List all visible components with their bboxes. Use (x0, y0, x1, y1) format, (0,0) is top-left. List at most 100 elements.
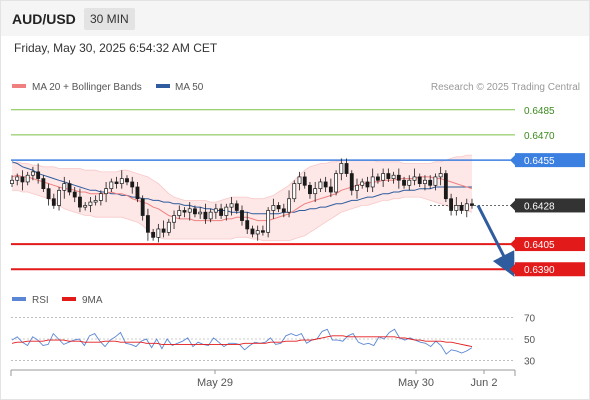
rsi-tick-label: 50 (524, 335, 536, 346)
candle (381, 168, 386, 187)
candle-body (177, 210, 182, 216)
candle-body (297, 176, 302, 184)
candle-body (172, 215, 176, 223)
candle-body (104, 188, 109, 195)
candle-body (234, 203, 239, 211)
candle (83, 202, 88, 211)
candle-body (109, 181, 114, 190)
candle (145, 208, 150, 241)
candle-body (88, 201, 93, 206)
pivot-label-pointer (510, 155, 515, 166)
candle-body (470, 203, 474, 206)
pivot-label-box (515, 153, 585, 168)
ma50-legend-label: MA 50 (175, 82, 204, 93)
x-tick-label: May 30 (398, 377, 434, 389)
last-price-box (515, 198, 585, 213)
candle (193, 205, 197, 218)
candle-body (119, 178, 124, 184)
candle (166, 218, 171, 236)
candle (10, 175, 14, 187)
candle (57, 186, 61, 211)
candle-body (454, 205, 459, 211)
candle-body (459, 205, 464, 211)
candle (135, 181, 140, 203)
rsi-panel: 70 50 30 (11, 313, 536, 368)
candle-body (62, 183, 67, 191)
candle (78, 188, 82, 213)
rsi-legend-swatch (12, 297, 26, 301)
candle (323, 176, 328, 193)
ma20-legend-swatch (12, 84, 26, 88)
candle-body (125, 178, 129, 183)
candle-body (360, 181, 365, 186)
candle (464, 198, 469, 218)
candle-body (255, 230, 260, 235)
x-tick-label: Jun 2 (471, 377, 498, 389)
candle (240, 205, 244, 226)
candle-body (443, 173, 448, 200)
candle (260, 225, 265, 236)
candle-body (229, 203, 234, 208)
candle-body (36, 171, 41, 179)
candle-body (412, 176, 417, 181)
candle-body (198, 211, 203, 215)
candle (302, 171, 307, 189)
candle (255, 225, 260, 241)
candle-body (41, 178, 46, 190)
candle (213, 203, 218, 219)
candle-body (10, 179, 14, 184)
candle-body (386, 173, 391, 179)
candle-body (78, 196, 82, 208)
candle (271, 198, 276, 219)
candle (438, 166, 443, 186)
candle-body (93, 200, 98, 203)
projection-arrow (476, 204, 515, 277)
candle (41, 175, 46, 193)
candle (292, 180, 297, 203)
candle (266, 207, 271, 238)
candle-body (417, 176, 422, 184)
candle (344, 158, 349, 177)
candle (308, 181, 312, 199)
candle (402, 176, 406, 189)
candle (349, 170, 354, 196)
candle-body (349, 173, 354, 191)
timeframe-button[interactable]: 30 MIN (84, 8, 135, 30)
rsi-legend-label: RSI (32, 295, 49, 306)
candle (51, 193, 56, 209)
candle-body (344, 163, 349, 174)
candle (67, 180, 72, 196)
candle-body (30, 171, 35, 176)
candle-body (313, 188, 318, 195)
candle-body (98, 193, 103, 201)
candle-body (250, 228, 255, 235)
candle (396, 168, 401, 189)
candle-body (318, 181, 323, 190)
candle-body (51, 198, 56, 206)
candle-body (156, 228, 161, 238)
candle-body (193, 208, 197, 215)
candle (198, 207, 203, 219)
candle-body (328, 186, 333, 193)
candle-body (135, 186, 140, 200)
candle (328, 178, 333, 198)
candle-body (287, 198, 291, 213)
candle (161, 220, 166, 238)
candle (36, 163, 41, 184)
candle-body (245, 220, 250, 230)
candle-body (240, 210, 244, 221)
candle (182, 207, 187, 218)
candle (62, 176, 67, 199)
rsi-tick-label: 70 (524, 313, 536, 324)
candle-body (375, 176, 380, 181)
candle-body (145, 215, 150, 233)
x-axis: May 29 May 30 Jun 2 (197, 370, 498, 389)
candle-body (391, 174, 396, 179)
candle-body (308, 184, 312, 195)
candle-body (130, 181, 135, 188)
support-label-box (515, 237, 585, 252)
candle (360, 178, 365, 189)
candle (151, 228, 156, 241)
candle-body (407, 179, 412, 186)
candle (25, 171, 30, 186)
